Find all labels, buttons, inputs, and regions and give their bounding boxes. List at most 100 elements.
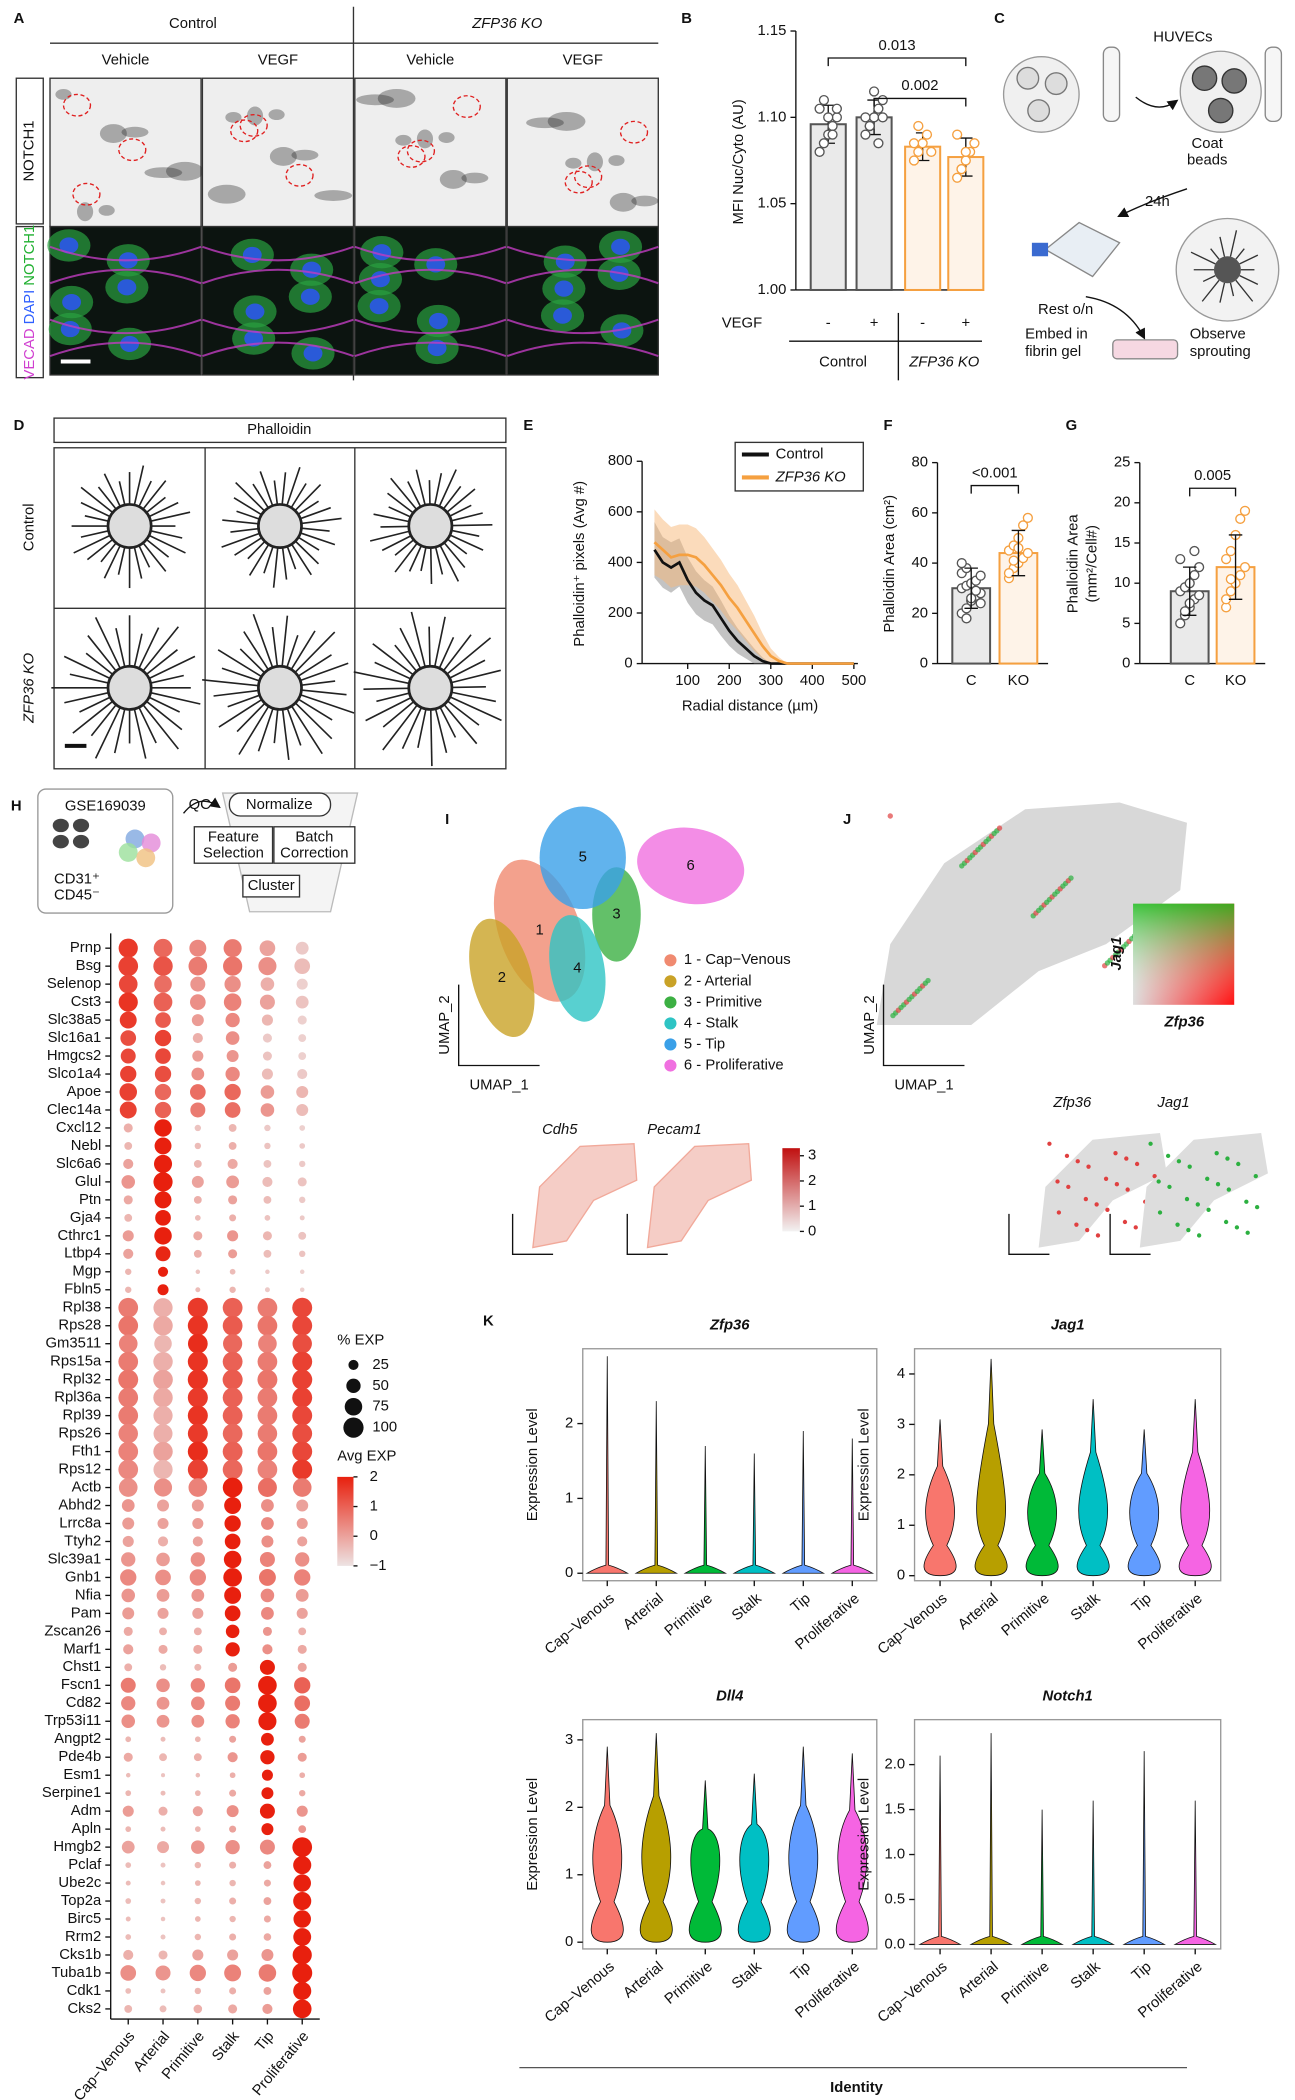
dot [263, 1933, 272, 1941]
y-tick-label: 3 [565, 1732, 573, 1748]
gene-label: Lrrc8a [59, 1515, 102, 1531]
diagram-label: fibrin gel [1025, 344, 1081, 360]
dot [225, 1066, 240, 1082]
row-label: VECAD DAPI NOTCH1 [22, 225, 38, 380]
sprout [451, 512, 483, 522]
cell-dot [1156, 1179, 1161, 1184]
x-tick-label: KO [1008, 673, 1029, 689]
error-bar [1228, 534, 1243, 600]
dot [187, 1297, 208, 1318]
gene-label: Gja4 [70, 1210, 101, 1226]
row-label-box [15, 77, 44, 225]
sprout [410, 611, 426, 668]
data-point [823, 112, 834, 123]
dot [194, 1214, 201, 1221]
dot [262, 1033, 272, 1043]
sprout [138, 706, 157, 744]
sprout [234, 536, 263, 556]
dapi-nucleus [555, 253, 575, 270]
dot [159, 1664, 167, 1671]
sprout [230, 527, 259, 533]
category-label: Primitive [662, 1591, 716, 1640]
significance-bracket [970, 484, 1020, 494]
dot [118, 992, 138, 1012]
y-tick-label: 80 [912, 455, 929, 471]
gene-label: Slc6a6 [56, 1156, 101, 1172]
y-tick-label: 1 [565, 1490, 573, 1506]
x-tick-label: 400 [800, 673, 825, 689]
colorbar [337, 1476, 354, 1566]
dot [125, 1772, 131, 1778]
factor-level: - [920, 316, 925, 332]
gene-label: Gm3511 [45, 1336, 101, 1352]
step-label: Batch [295, 829, 333, 845]
dot [194, 1916, 201, 1922]
gene-label: Fbln5 [64, 1282, 101, 1298]
dot [187, 1405, 208, 1426]
sprout [87, 635, 117, 672]
sprout [148, 655, 196, 680]
sprout [376, 692, 410, 703]
stain-blot [461, 172, 489, 184]
dot [295, 995, 309, 1009]
dot [124, 1142, 133, 1150]
sprout [213, 689, 259, 697]
sprout [72, 700, 114, 734]
title-box [53, 417, 507, 444]
gene-label: Pde4b [58, 1749, 101, 1765]
sprout [100, 542, 117, 563]
y-tick-label: 0 [565, 1934, 573, 1950]
sprout [217, 649, 263, 678]
sprout [438, 469, 457, 507]
dot [261, 1732, 274, 1746]
y-tick-label: 1.5 [884, 1801, 905, 1817]
dot [153, 1478, 173, 1497]
sprout [451, 685, 486, 689]
dot [229, 1933, 237, 1941]
dot [261, 1787, 274, 1800]
dot [299, 1196, 306, 1204]
y-axis-label: Expression Level [525, 1408, 541, 1521]
dapi-nucleus [62, 294, 82, 311]
gene-label: Rps28 [58, 1318, 101, 1334]
sprout [451, 691, 497, 703]
gene-label: Ptn [79, 1192, 101, 1208]
gene-label: Actb [72, 1479, 102, 1495]
sprout [301, 680, 336, 687]
cluster-number: 6 [687, 858, 695, 874]
dot [296, 1607, 308, 1619]
stain-blot [608, 155, 625, 166]
vecad-junction [506, 245, 659, 262]
dot [160, 1988, 166, 1994]
dot [257, 1387, 278, 1408]
panel-letter: G [1066, 418, 1078, 434]
umap-axes [882, 984, 965, 1067]
y-tick-label: 1 [565, 1867, 573, 1883]
dot [228, 1142, 237, 1150]
category-label: Tip [1129, 1591, 1155, 1616]
p-value: 0.013 [878, 38, 915, 54]
dot [187, 1441, 208, 1462]
dot [122, 1517, 135, 1530]
dot [261, 1014, 273, 1026]
dot [160, 1898, 166, 1904]
vecad-junction [49, 268, 202, 285]
dot [125, 1916, 131, 1922]
dot [191, 1589, 205, 1602]
vecad-junction [49, 341, 202, 358]
cell-dot [1225, 1156, 1230, 1161]
dot [187, 1333, 208, 1354]
dot [157, 1517, 169, 1530]
dot [118, 956, 139, 977]
category-label: Cap−Venous [542, 1959, 618, 2026]
cell-dot [887, 813, 893, 819]
gene-label: Apln [72, 1821, 102, 1837]
sprout [1219, 236, 1226, 257]
stain-blot [609, 192, 637, 212]
gene-label: Serpine1 [42, 1785, 101, 1801]
arrow [1117, 188, 1188, 218]
violin [1076, 1399, 1110, 1577]
dapi-nucleus [120, 335, 140, 353]
cell-dot [1253, 1173, 1258, 1179]
y-tick-label: 600 [608, 504, 633, 520]
